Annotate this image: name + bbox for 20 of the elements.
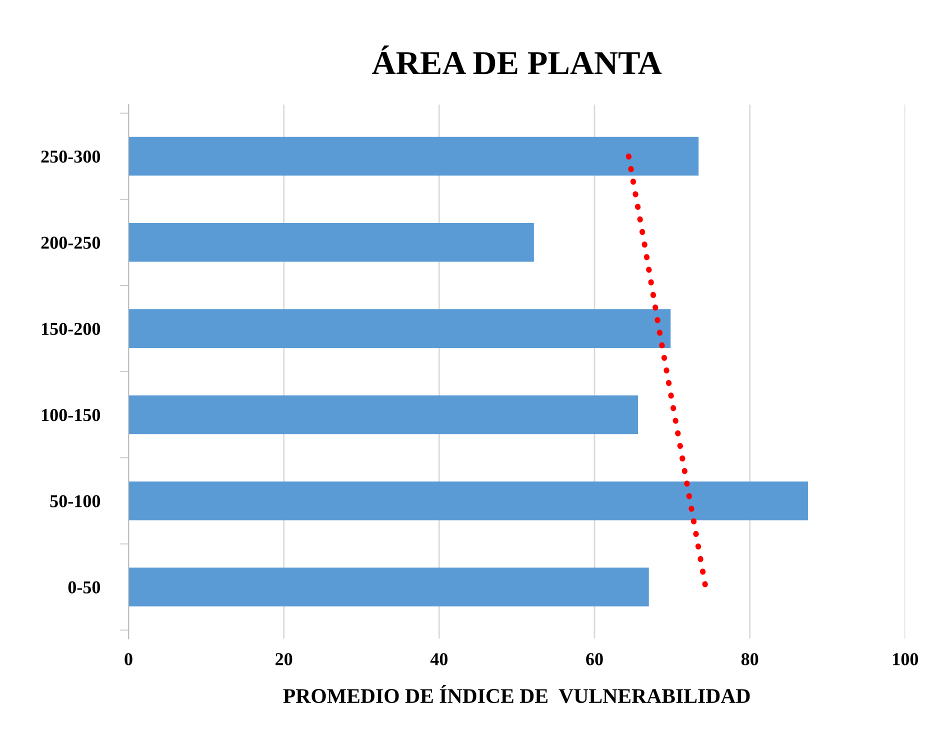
x-tick-label: 100 [893, 653, 918, 666]
y-tick-label: 200-250 [41, 236, 100, 249]
bar [128, 223, 534, 262]
bar [128, 481, 808, 520]
x-tick-label: 40 [430, 653, 448, 666]
x-axis-title: PROMEDIO DE ÍNDICE DE VULNERABILIDAD [283, 685, 750, 704]
bar [128, 309, 671, 348]
y-tick-label: 150-200 [42, 322, 100, 335]
x-tick-label: 80 [741, 653, 758, 666]
bar [128, 395, 638, 434]
x-tick-label: 60 [586, 653, 603, 666]
y-tick-label: 100-150 [42, 408, 100, 422]
y-tick-label: 0-50 [68, 581, 100, 594]
bar [128, 568, 649, 606]
y-tick-label: 250-300 [41, 150, 100, 163]
y-tick-label: 50-100 [50, 495, 100, 508]
x-tick-label: 0 [124, 653, 132, 666]
bar [128, 136, 699, 176]
x-tick-label: 20 [276, 653, 292, 666]
chart-title: ÁREA DE PLANTA [372, 46, 662, 74]
